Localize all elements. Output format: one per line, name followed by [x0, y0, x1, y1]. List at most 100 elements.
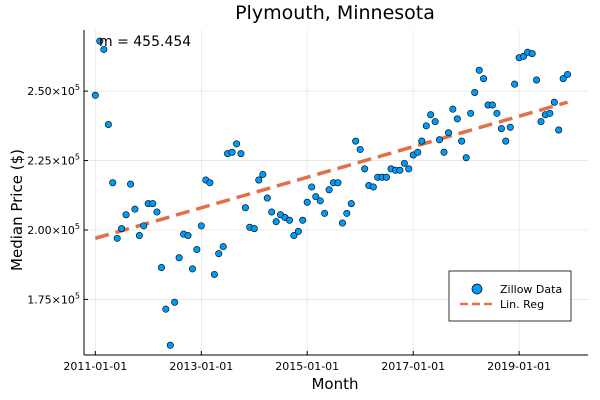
data-point [100, 45, 108, 53]
data-point [157, 263, 165, 271]
data-point [237, 150, 245, 158]
data-point [228, 148, 236, 156]
y-tick-label: 2.00×105 [27, 222, 80, 237]
grid [84, 30, 588, 355]
y-tick-labels: 1.75×105 2.00×105 2.25×105 2.50×105 [27, 83, 80, 306]
data-point [250, 225, 258, 233]
data-point [316, 197, 324, 205]
data-point [352, 137, 360, 145]
data-point [272, 218, 280, 226]
data-point [440, 148, 448, 156]
data-point [471, 89, 479, 97]
x-tick-label: 2019-01-01 [487, 360, 551, 373]
legend-label-zillow: Zillow Data [500, 283, 562, 296]
data-point [361, 165, 369, 173]
axes [83, 30, 588, 356]
data-point [127, 180, 135, 188]
data-point [511, 80, 519, 88]
data-point [259, 170, 267, 178]
data-point [343, 209, 351, 217]
data-point [91, 91, 99, 99]
data-point [96, 37, 104, 45]
data-point [546, 109, 554, 117]
x-tick-label: 2013-01-01 [169, 360, 233, 373]
data-point [197, 222, 205, 230]
slope-annotation: m = 455.454 [99, 34, 191, 50]
data-point [422, 122, 430, 130]
data-point [241, 204, 249, 212]
data-point [210, 270, 218, 278]
data-point [299, 216, 307, 224]
data-point [140, 222, 148, 230]
data-point [233, 140, 241, 148]
data-point [383, 173, 391, 181]
data-point [369, 183, 377, 191]
data-point [118, 225, 126, 233]
data-point [184, 232, 192, 240]
data-point [462, 154, 470, 162]
data-point [215, 250, 223, 258]
data-point [325, 186, 333, 194]
chart-title: Plymouth, Minnesota [235, 2, 435, 24]
regression-line-group [94, 100, 569, 241]
data-point [418, 137, 426, 145]
data-point [435, 136, 443, 144]
data-point [175, 254, 183, 262]
x-axis-label: Month [311, 375, 358, 393]
data-point [405, 165, 413, 173]
data-point [449, 105, 457, 113]
data-point [171, 298, 179, 306]
data-point [219, 243, 227, 251]
data-point [506, 123, 514, 131]
data-point [467, 109, 475, 117]
data-point [427, 111, 435, 119]
legend: Zillow Data Lin. Reg [448, 270, 572, 322]
data-point [488, 101, 496, 109]
legend-box [448, 270, 572, 322]
legend-marker-zillow [471, 283, 483, 295]
data-point [290, 232, 298, 240]
data-point [255, 176, 263, 184]
data-point [453, 115, 461, 123]
data-point [135, 232, 143, 240]
x-tick-labels: 2011-01-01 2013-01-01 2015-01-01 2017-01-01… [63, 360, 551, 373]
data-point [559, 75, 567, 83]
data-point [308, 183, 316, 191]
y-tick-label: 2.25×105 [27, 153, 80, 168]
y-axis-label: Median Price ($) [8, 149, 26, 271]
y-tick-label: 2.50×105 [27, 83, 80, 98]
x-tick-label: 2017-01-01 [381, 360, 445, 373]
data-point [286, 216, 294, 224]
data-point [334, 179, 342, 187]
data-point [347, 200, 355, 208]
data-point [193, 245, 201, 253]
data-point [294, 227, 302, 235]
data-point [396, 166, 404, 174]
x-tick-label: 2015-01-01 [275, 360, 339, 373]
data-point [113, 234, 121, 242]
data-point [338, 219, 346, 227]
data-point [497, 125, 505, 133]
data-point [122, 211, 130, 219]
data-point [533, 76, 541, 84]
data-point [444, 129, 452, 137]
data-point [109, 179, 117, 187]
data-point [268, 208, 276, 216]
regression-line [94, 100, 569, 241]
data-point [321, 209, 329, 217]
x-tick-label: 2011-01-01 [63, 360, 127, 373]
data-point [550, 98, 558, 106]
data-point [104, 120, 112, 128]
data-point [188, 265, 196, 273]
data-point [356, 145, 364, 153]
scatter-points [91, 37, 572, 349]
data-point [564, 70, 572, 78]
data-point [263, 194, 271, 202]
data-point [502, 137, 510, 145]
data-point [493, 109, 501, 117]
data-point [206, 179, 214, 187]
data-point [475, 66, 483, 74]
data-point [528, 50, 536, 58]
data-point [555, 126, 563, 134]
